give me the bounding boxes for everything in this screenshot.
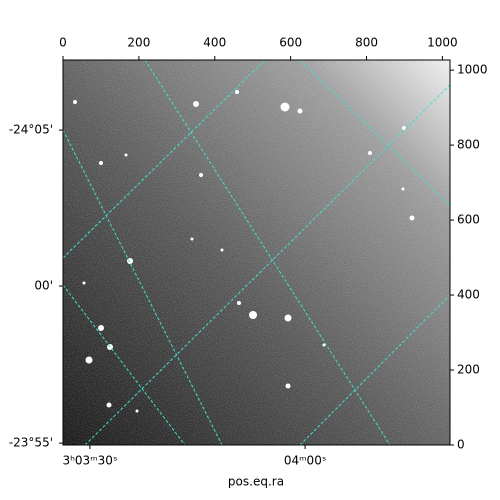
- y-tick-label: 1000: [457, 63, 488, 77]
- x-tick-label: 800: [355, 36, 378, 50]
- wcs-grid: [63, 60, 450, 445]
- ra-tick-label: 3ʰ03ᵐ30ˢ: [62, 454, 117, 468]
- dec-tick-label: 00': [34, 279, 53, 293]
- x-axis-label: pos.eq.ra: [228, 475, 284, 489]
- axes-frame: [62, 59, 451, 446]
- y-tick-label: 200: [457, 363, 480, 377]
- dec-tick-label: -23°55': [9, 436, 53, 450]
- ra-tick-label: 04ᵐ00ˢ: [284, 454, 327, 468]
- sky-image: [63, 60, 450, 445]
- y-tick-label: 600: [457, 213, 480, 227]
- y-tick-label: 0: [457, 438, 465, 452]
- x-tick-label: 1000: [427, 36, 458, 50]
- y-tick-label: 400: [457, 288, 480, 302]
- x-tick-label: 0: [59, 36, 67, 50]
- y-tick-label: 800: [457, 138, 480, 152]
- x-tick-label: 600: [279, 36, 302, 50]
- stars: [73, 90, 415, 413]
- dec-tick-label: -24°05': [9, 123, 53, 137]
- x-tick-label: 200: [127, 36, 150, 50]
- x-tick-label: 400: [203, 36, 226, 50]
